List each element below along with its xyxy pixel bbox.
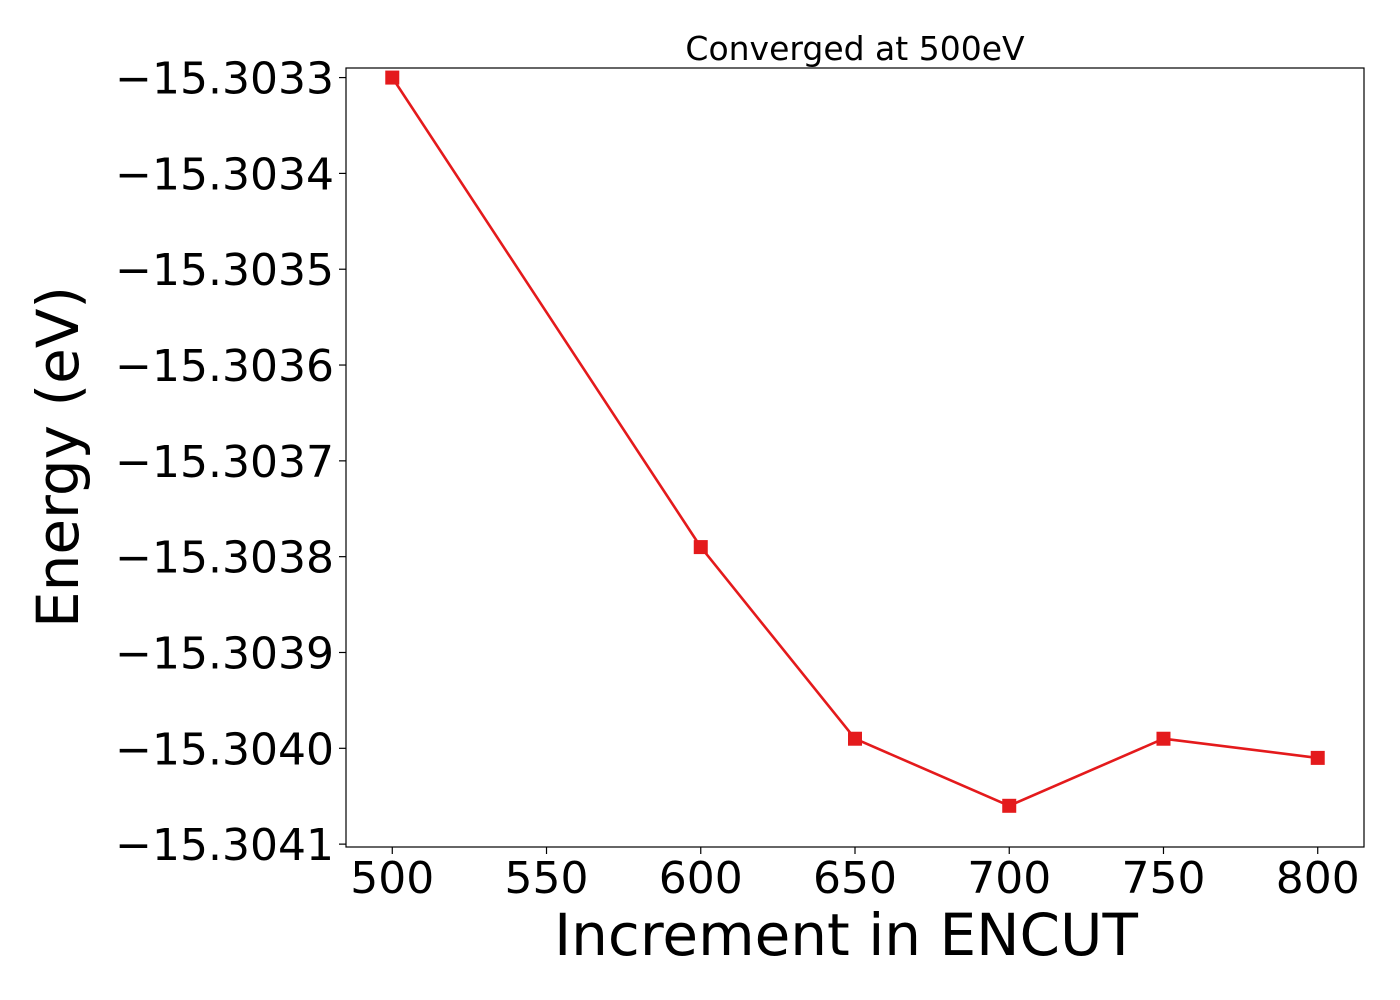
data-point-marker <box>385 70 400 85</box>
y-tick-label: −15.3038 <box>115 533 334 584</box>
y-tick-label: −15.3036 <box>115 341 334 392</box>
y-tick-label: −15.3034 <box>115 149 334 200</box>
data-point-marker <box>1002 798 1017 813</box>
x-axis-label: Increment in ENCUT <box>554 901 1138 969</box>
y-tick-label: −15.3040 <box>115 724 334 775</box>
y-tick-label: −15.3039 <box>115 628 334 679</box>
x-tick-label: 750 <box>1121 853 1205 904</box>
y-tick-label: −15.3035 <box>115 245 334 296</box>
data-point-marker <box>848 731 862 746</box>
x-tick-label: 600 <box>659 853 743 904</box>
y-axis-label: Energy (eV) <box>24 286 92 628</box>
x-tick-label: 650 <box>813 853 897 904</box>
axis-ticks: 500 550 600 650 700 750 800 −15.3033 −15.3034 −15… <box>115 54 1360 904</box>
x-tick-label: 550 <box>505 853 589 904</box>
x-tick-label: 800 <box>1276 853 1360 904</box>
plot-area <box>345 67 1365 848</box>
x-tick-label: 700 <box>967 853 1051 904</box>
y-tick-label: −15.3037 <box>115 437 334 488</box>
data-point-marker <box>1156 731 1171 746</box>
y-tick-label: −15.3041 <box>115 820 334 871</box>
x-tick-label: 500 <box>350 853 434 904</box>
series-line <box>391 76 1318 808</box>
chart-title: Converged at 500eV <box>685 29 1025 68</box>
y-tick-label: −15.3033 <box>115 54 334 105</box>
data-point-marker <box>693 540 708 555</box>
data-point-marker <box>1310 750 1325 765</box>
plot-frame <box>345 67 1365 848</box>
